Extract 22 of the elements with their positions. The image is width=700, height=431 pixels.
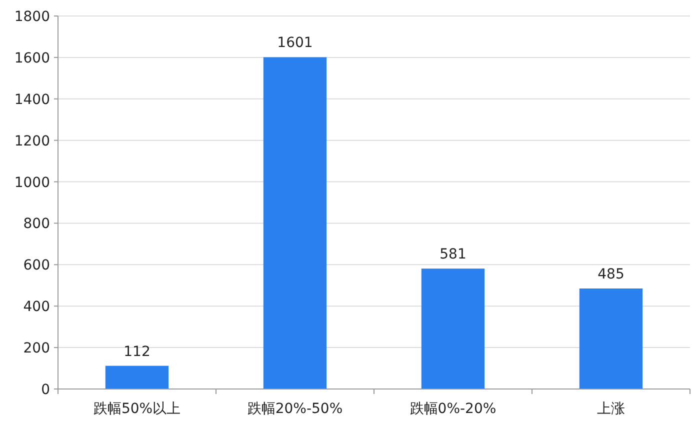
data-label: 581 bbox=[440, 246, 466, 263]
data-label: 485 bbox=[598, 266, 624, 282]
y-tick-label: 1400 bbox=[14, 92, 50, 108]
data-label: 1601 bbox=[277, 35, 313, 52]
data-label: 112 bbox=[124, 344, 150, 360]
y-tick-label: 1800 bbox=[14, 9, 50, 25]
y-tick-label: 600 bbox=[23, 258, 50, 274]
x-tick-label: 跌幅0%-20% bbox=[410, 401, 496, 417]
y-tick-label: 200 bbox=[23, 340, 50, 357]
bar bbox=[263, 57, 327, 389]
bar bbox=[105, 366, 169, 389]
x-tick-label: 跌幅20%-50% bbox=[247, 401, 343, 417]
x-tick-label: 上涨 bbox=[597, 401, 625, 417]
bar bbox=[579, 288, 643, 389]
y-tick-label: 800 bbox=[23, 216, 50, 232]
x-tick-label: 跌幅50%以上 bbox=[93, 401, 181, 417]
y-tick-label: 1000 bbox=[14, 174, 50, 191]
y-tick-label: 1200 bbox=[14, 133, 50, 150]
bar bbox=[421, 268, 485, 389]
y-tick-label: 0 bbox=[41, 382, 50, 398]
y-tick-label: 400 bbox=[23, 299, 50, 316]
y-tick-label: 1600 bbox=[14, 50, 50, 66]
